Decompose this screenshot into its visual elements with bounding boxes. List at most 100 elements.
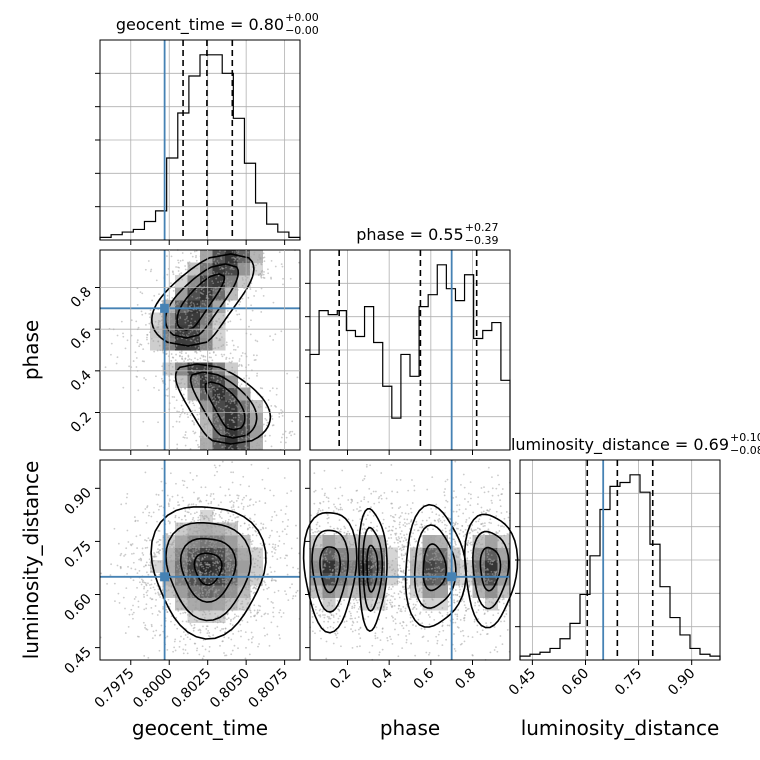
sample-point [211,588,214,591]
sample-point [181,620,184,623]
sample-point [205,318,207,320]
sample-point [188,577,191,580]
sample-point [216,419,219,422]
sample-point [236,313,239,316]
sample-point [384,527,387,530]
sample-point [478,518,481,521]
sample-point [317,530,320,532]
sample-point [310,588,313,591]
sample-point [221,460,224,463]
sample-point [440,590,443,593]
sample-point [182,542,184,545]
sample-point [420,523,423,526]
sample-point [296,537,299,540]
sample-point [452,621,455,624]
sample-point [281,415,284,417]
sample-point [444,506,447,509]
sample-point [239,300,242,303]
sample-point [122,332,124,335]
sample-point [219,442,222,445]
sample-point [241,297,244,300]
sample-point [228,592,231,595]
sample-point [181,587,184,590]
sample-point [146,333,149,336]
sample-point [478,541,481,544]
sample-point [248,524,250,526]
sample-point [240,502,243,505]
sample-point [479,535,482,538]
sample-point [193,274,196,276]
sample-point [388,529,391,532]
sample-point [196,382,199,384]
sample-point [155,375,157,378]
sample-point [499,635,502,637]
sample-point [438,514,441,517]
sample-point [228,568,231,570]
sample-point [367,566,370,569]
sample-point [172,425,174,428]
sample-point [201,334,204,337]
sample-point [179,522,182,525]
sample-point [361,587,364,590]
sample-point [237,497,240,500]
sample-point [264,612,267,615]
sample-point [238,410,241,413]
sample-point [231,519,234,522]
sample-point [258,643,260,645]
sample-point [347,547,350,550]
sample-point [250,319,252,322]
sample-point [229,515,232,518]
sample-point [170,554,173,557]
sample-point [230,523,232,526]
sample-point [176,522,179,525]
sample-point [231,481,234,484]
sample-point [477,520,480,523]
sample-point [200,391,202,394]
sample-point [188,288,191,290]
sample-point [499,584,501,587]
sample-point [431,548,434,550]
sample-point [463,640,466,643]
sample-point [378,495,381,498]
sample-point [170,359,173,362]
sample-point [341,552,344,555]
sample-point [491,487,494,490]
sample-point [243,522,246,525]
sample-point [144,547,147,549]
sample-point [202,436,205,439]
sample-point [242,475,245,478]
sample-point [228,280,231,283]
sample-point [150,579,153,582]
sample-point [237,647,239,650]
sample-point [208,316,210,319]
sample-point [178,420,181,423]
sample-point [278,634,281,636]
sample-point [203,346,205,348]
sample-point [113,582,116,585]
sample-point [189,362,192,365]
sample-point [268,434,271,437]
sample-point [372,490,375,493]
sample-point [187,632,189,635]
sample-point [383,491,386,494]
sample-point [123,555,125,557]
sample-point [477,572,479,574]
sample-point [360,589,363,592]
sample-point [236,394,239,397]
sample-point [282,612,285,614]
sample-point [243,514,246,517]
sample-point [200,431,202,434]
sample-point [153,588,156,591]
sample-point [399,567,402,570]
sample-point [220,430,222,433]
sample-point [433,619,436,621]
sample-point [335,553,338,556]
sample-point [251,534,254,536]
sample-point [418,572,420,574]
sample-point [162,351,165,354]
sample-point [122,335,125,338]
sample-point [269,390,271,392]
sample-point [157,321,160,324]
sample-point [226,309,229,312]
sample-point [236,565,239,568]
